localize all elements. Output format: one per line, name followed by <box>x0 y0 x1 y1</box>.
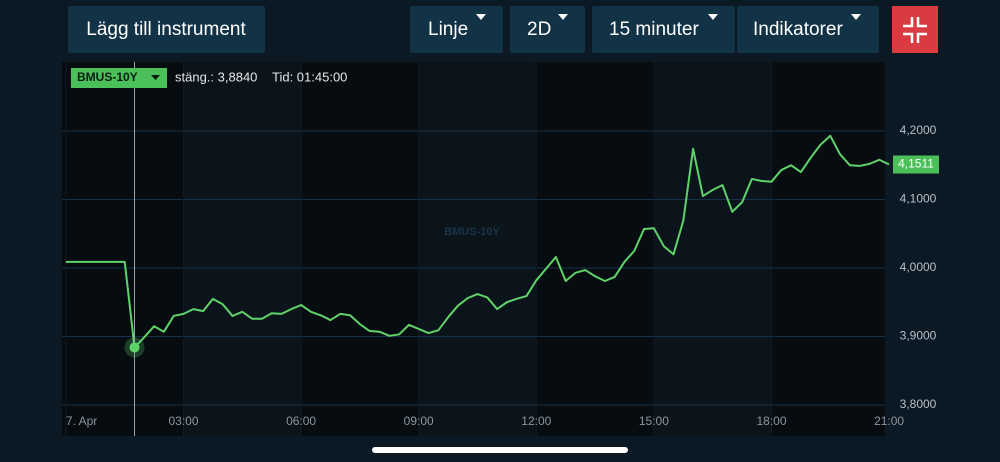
chart-type-button[interactable]: Linje <box>410 6 503 53</box>
y-tick-label: 3,8000 <box>900 397 937 411</box>
x-tick-label: 21:00 <box>874 414 904 428</box>
crosshair-point <box>129 342 140 353</box>
x-tick-label: 15:00 <box>639 414 669 428</box>
indicators-button[interactable]: Indikatorer <box>737 6 879 53</box>
period-button[interactable]: 2D <box>510 6 585 53</box>
x-tick-label: 7. Apr <box>66 414 97 428</box>
button-label: 2D <box>527 19 551 40</box>
time-band <box>653 62 772 436</box>
interval-button[interactable]: 15 minuter <box>592 6 735 53</box>
x-tick-label: 06:00 <box>286 414 316 428</box>
watermark: BMUS-10Y <box>444 226 500 238</box>
x-tick-label: 09:00 <box>404 414 434 428</box>
crosshair-time: Tid: 01:45:00 <box>272 69 347 84</box>
x-tick-label: 18:00 <box>756 414 786 428</box>
price-line <box>65 134 890 349</box>
x-tick-label: 12:00 <box>521 414 551 428</box>
add-instrument-button[interactable]: Lägg till instrument <box>68 6 265 53</box>
last-price-label: 4,1511 <box>898 157 934 171</box>
last-price-badge <box>893 155 939 174</box>
y-tick-label: 3,9000 <box>900 329 937 343</box>
collapse-button[interactable] <box>892 6 938 53</box>
crosshair-close: stäng.: 3,8840 <box>175 69 257 84</box>
button-label: 15 minuter <box>609 19 699 40</box>
instrument-label: BMUS-10Y <box>77 70 138 84</box>
instrument-selector[interactable]: BMUS-10Y <box>71 68 167 88</box>
home-indicator <box>372 447 628 453</box>
time-band <box>418 62 537 436</box>
y-tick-label: 4,1000 <box>900 192 937 206</box>
time-band <box>183 62 302 436</box>
button-label: Lägg till instrument <box>86 19 246 40</box>
x-tick-label: 03:00 <box>168 414 198 428</box>
y-tick-label: 4,0000 <box>900 260 937 274</box>
y-tick-label: 4,2000 <box>900 123 937 137</box>
button-label: Linje <box>428 19 468 40</box>
button-label: Indikatorer <box>753 19 843 40</box>
